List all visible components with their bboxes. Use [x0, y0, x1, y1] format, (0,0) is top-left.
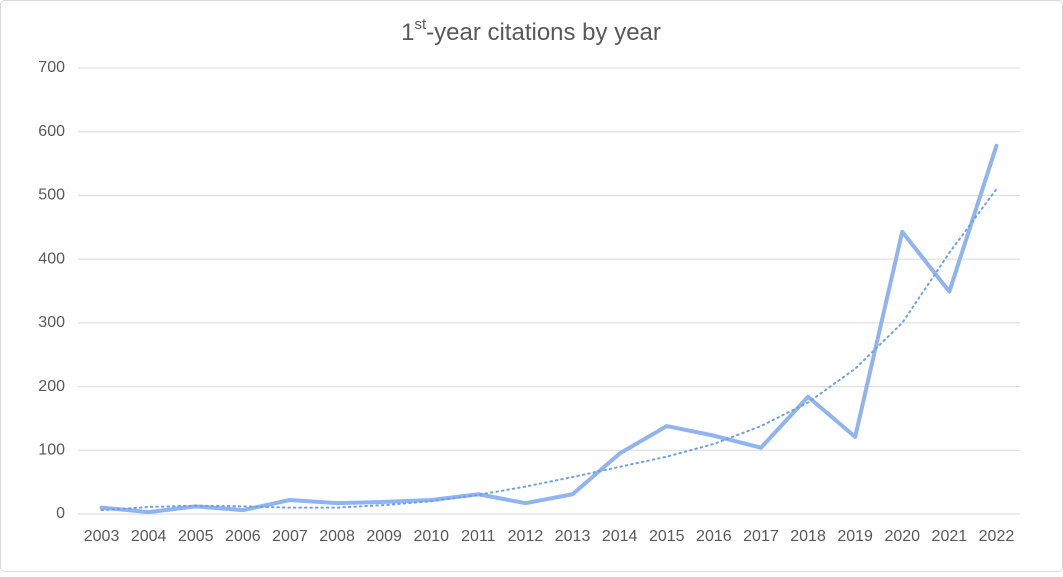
y-tick-label: 0	[56, 505, 65, 522]
y-tick-label: 700	[38, 59, 65, 76]
title-part: -year citations by year	[426, 19, 661, 46]
x-tick-label: 2020	[884, 528, 920, 545]
x-tick-label: 2008	[319, 528, 355, 545]
chart-title: 1st-year citations by year	[401, 16, 661, 46]
x-tick-label: 2005	[178, 528, 214, 545]
x-tick-label: 2013	[555, 528, 591, 545]
y-tick-label: 500	[38, 187, 65, 204]
y-tick-label: 400	[38, 250, 65, 267]
y-tick-label: 300	[38, 314, 65, 331]
y-tick-label: 100	[38, 442, 65, 459]
x-tick-label: 2017	[743, 528, 779, 545]
x-tick-label: 2015	[649, 528, 685, 545]
x-tick-label: 2012	[508, 528, 544, 545]
x-tick-label: 2010	[413, 528, 449, 545]
x-tick-label: 2011	[461, 528, 496, 545]
title-superscript: st	[414, 16, 427, 33]
x-tick-label: 2004	[131, 528, 167, 545]
y-tick-label: 600	[38, 123, 65, 140]
line	[99, 143, 999, 515]
x-tick-label: 2009	[366, 528, 402, 545]
title-part: 1	[401, 19, 414, 46]
trendline	[100, 188, 998, 512]
x-tick-label: 2021	[932, 528, 968, 545]
x-tick-label: 2022	[979, 528, 1015, 545]
y-tick-label: 200	[38, 378, 65, 395]
x-tick-label: 2016	[696, 528, 732, 545]
x-tick-label: 2014	[602, 528, 638, 545]
x-tick-label: 2006	[225, 528, 261, 545]
x-tick-label: 2007	[272, 528, 308, 545]
x-tick-label: 2018	[790, 528, 826, 545]
x-tick-label: 2003	[84, 528, 120, 545]
x-tick-label: 2019	[837, 528, 873, 545]
